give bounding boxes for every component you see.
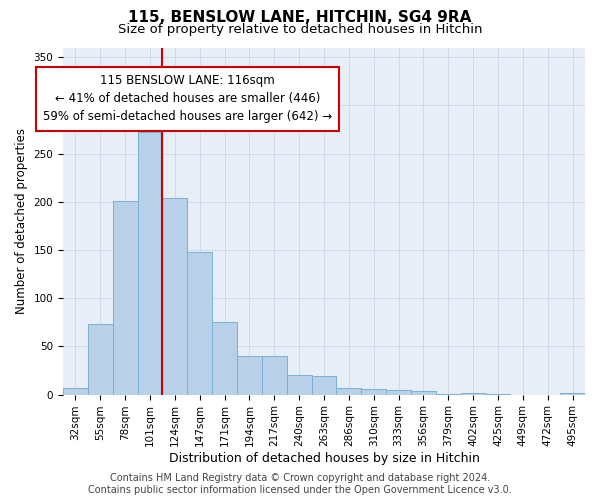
Bar <box>461 392 485 394</box>
Bar <box>361 389 386 394</box>
Bar <box>560 392 585 394</box>
Bar <box>386 390 411 394</box>
Bar <box>287 376 311 394</box>
Text: Size of property relative to detached houses in Hitchin: Size of property relative to detached ho… <box>118 22 482 36</box>
Bar <box>187 252 212 394</box>
Text: 115 BENSLOW LANE: 116sqm
← 41% of detached houses are smaller (446)
59% of semi-: 115 BENSLOW LANE: 116sqm ← 41% of detach… <box>43 74 332 124</box>
Bar <box>63 388 88 394</box>
X-axis label: Distribution of detached houses by size in Hitchin: Distribution of detached houses by size … <box>169 452 479 465</box>
Text: Contains HM Land Registry data © Crown copyright and database right 2024.
Contai: Contains HM Land Registry data © Crown c… <box>88 474 512 495</box>
Bar <box>337 388 361 394</box>
Bar <box>411 390 436 394</box>
Bar <box>212 322 237 394</box>
Bar <box>237 356 262 395</box>
Bar <box>311 376 337 394</box>
Y-axis label: Number of detached properties: Number of detached properties <box>15 128 28 314</box>
Text: 115, BENSLOW LANE, HITCHIN, SG4 9RA: 115, BENSLOW LANE, HITCHIN, SG4 9RA <box>128 10 472 25</box>
Bar <box>113 201 137 394</box>
Bar <box>88 324 113 394</box>
Bar <box>262 356 287 395</box>
Bar <box>163 198 187 394</box>
Bar <box>137 132 163 394</box>
